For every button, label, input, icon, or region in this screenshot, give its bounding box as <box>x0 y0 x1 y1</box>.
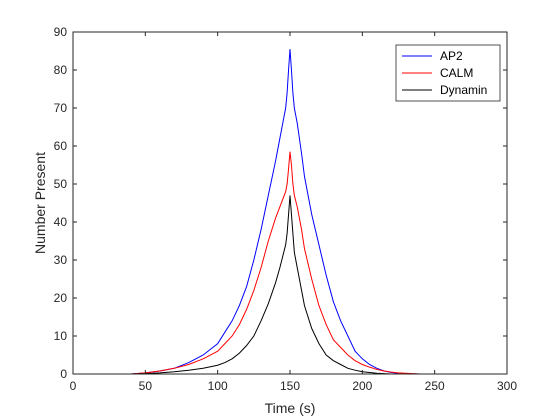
x-tick-label: 100 <box>208 379 228 393</box>
y-axis-title: Number Present <box>32 152 48 254</box>
x-tick-label: 0 <box>70 379 77 393</box>
series-line-calm <box>73 151 507 375</box>
y-tick-label: 70 <box>54 101 68 115</box>
y-tick-label: 10 <box>54 329 68 343</box>
y-tick-label: 30 <box>54 253 68 267</box>
legend: AP2 CALM Dynamin <box>395 44 501 102</box>
y-tick-label: 90 <box>54 25 68 39</box>
x-axis-title: Time (s) <box>265 400 316 416</box>
x-axis: 0 50 100 150 200 250 300 <box>70 32 517 393</box>
y-tick-label: 80 <box>54 63 68 77</box>
legend-label-calm: CALM <box>440 66 473 80</box>
y-tick-label: 40 <box>54 215 68 229</box>
y-tick-label: 20 <box>54 291 68 305</box>
legend-box <box>395 44 501 102</box>
y-axis: 0 10 20 30 40 50 60 70 80 90 <box>54 25 507 381</box>
legend-label-ap2: AP2 <box>440 49 463 63</box>
y-tick-label: 0 <box>60 367 67 381</box>
x-tick-label: 200 <box>352 379 372 393</box>
legend-label-dynamin: Dynamin <box>440 83 487 97</box>
x-tick-label: 50 <box>139 379 153 393</box>
y-tick-label: 50 <box>54 177 68 191</box>
x-tick-label: 250 <box>425 379 445 393</box>
x-tick-label: 300 <box>497 379 517 393</box>
y-tick-label: 60 <box>54 139 68 153</box>
x-tick-label: 150 <box>280 379 300 393</box>
